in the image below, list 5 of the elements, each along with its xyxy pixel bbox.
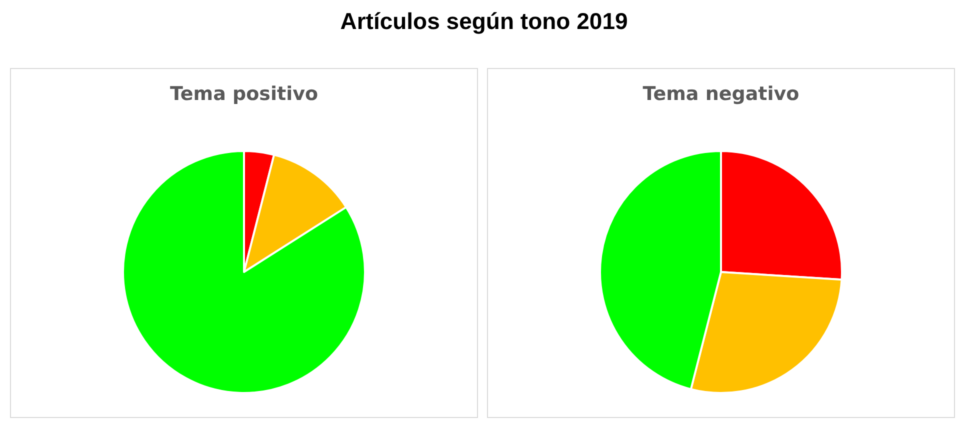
pie-slice — [122, 150, 366, 394]
text: Artículos según tono 2019 — [339, 8, 629, 35]
pie-slice — [243, 154, 348, 273]
chart-title: Tema negativo — [642, 83, 800, 106]
chart-title: Tema positivo — [170, 83, 318, 106]
